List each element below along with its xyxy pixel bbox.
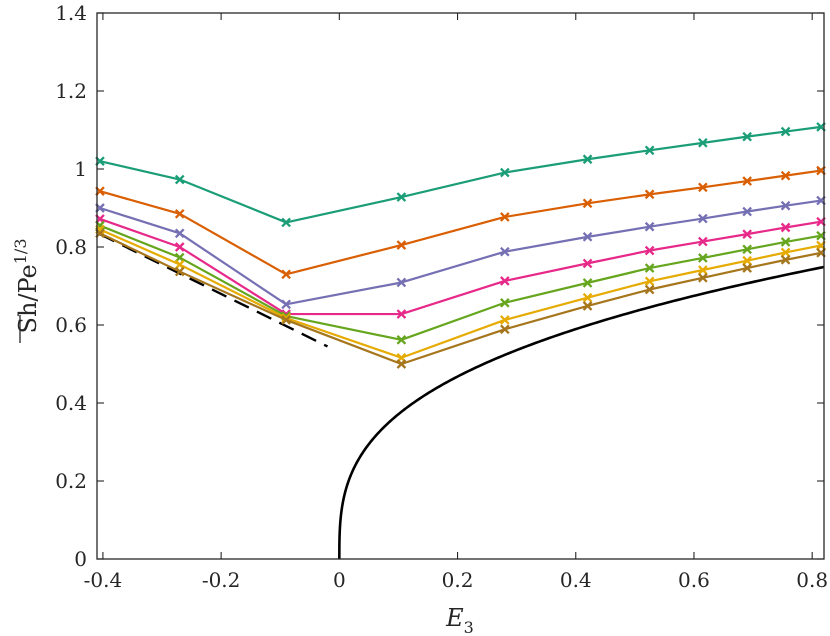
series-5-marker: [582, 278, 593, 288]
series-7-marker: [281, 315, 291, 325]
series-1-marker: [644, 145, 655, 156]
tick-labels: -0.4 -0.2 0 0.2 0.4 0.6 0.8 0 0.2 0.4 0.6 0.8 1 1.2 1.…: [55, 1, 828, 592]
series-1-marker: [500, 167, 510, 178]
series-3-marker: [698, 213, 708, 224]
series-2-marker: [174, 209, 185, 219]
axes: [96, 12, 825, 560]
asymptote-negative-line: [99, 233, 329, 348]
series-2-marker: [742, 176, 752, 186]
series-1-line: [99, 125, 822, 224]
series-3-marker: [281, 299, 291, 310]
x-axis-label: E3: [445, 604, 474, 636]
series-6-marker: [644, 276, 655, 287]
series-4-marker: [396, 309, 407, 319]
series-1-marker: [780, 126, 791, 137]
series-6-marker: [500, 315, 510, 325]
y-tick-label: 1: [74, 157, 87, 181]
x-tick-label: 0.8: [796, 568, 828, 592]
series-3-marker: [742, 206, 752, 217]
tick-layer: [97, 12, 824, 560]
series-3-marker: [582, 232, 593, 242]
series-1: [95, 122, 826, 228]
axes-box: [96, 12, 825, 560]
series-6-marker: [780, 247, 791, 258]
series-5-marker: [698, 253, 708, 263]
y-tick-label: 0.2: [55, 469, 87, 493]
y-tick-label: 0.4: [55, 391, 87, 415]
series-3-line: [99, 199, 822, 306]
plot-area: [95, 122, 826, 559]
series-7-marker: [742, 263, 752, 273]
series-3-marker: [500, 246, 510, 257]
series-7-marker: [698, 272, 708, 283]
y-axis-label-superscript: 1/3: [11, 238, 30, 264]
x-tick-label: -0.4: [84, 568, 123, 592]
series-7-marker: [396, 359, 407, 369]
series-1-marker: [582, 154, 593, 165]
series-5-marker: [174, 252, 185, 263]
series-1-marker: [174, 174, 185, 185]
series-2-marker: [396, 240, 407, 250]
x-tick-label: 0.4: [560, 568, 592, 592]
series-5-marker: [396, 335, 407, 345]
x-tick-label: -0.2: [202, 568, 241, 592]
y-axis-label: Sh/Pe1/3: [11, 238, 42, 333]
y-tick-label: 0.8: [55, 235, 87, 259]
series-5-line: [99, 224, 822, 341]
series-3-marker: [396, 277, 407, 288]
series-2-marker: [698, 182, 708, 193]
y-tick-label: 1.4: [55, 1, 87, 25]
series-6-marker: [698, 265, 708, 275]
y-tick-label: 0: [74, 547, 87, 571]
series-7-marker: [582, 301, 593, 311]
series-1-marker: [396, 192, 407, 202]
series-7-marker: [174, 266, 185, 277]
series-6-line: [99, 228, 822, 359]
series-3-marker: [644, 221, 655, 232]
x-tick-label: 0: [333, 568, 346, 592]
series-4-marker: [698, 236, 708, 247]
series-6-marker: [742, 255, 752, 266]
series-2-marker: [644, 189, 655, 200]
series-3-marker: [174, 228, 185, 239]
series-6-marker: [582, 292, 593, 303]
x-tick-label: 0.6: [678, 568, 710, 592]
series-2: [95, 165, 826, 280]
series-3-marker: [780, 200, 791, 211]
series-5-marker: [780, 237, 791, 247]
series-2-marker: [582, 198, 593, 209]
series-4-marker: [582, 258, 593, 269]
series-2-marker: [281, 269, 291, 280]
x-tick-label: 0.2: [442, 568, 474, 592]
series-3: [95, 195, 826, 310]
series-5-marker: [742, 244, 752, 255]
series-4-marker: [742, 229, 752, 239]
series-5-marker: [500, 297, 510, 308]
series-4-marker: [500, 276, 510, 286]
series-4-marker: [780, 222, 791, 233]
series-2-marker: [780, 170, 791, 181]
series-4-marker: [644, 245, 655, 256]
series-1-marker: [742, 131, 752, 142]
series-1-marker: [281, 217, 291, 228]
series-7-marker: [500, 324, 510, 335]
series-6-marker: [174, 259, 185, 270]
series-5-marker: [644, 263, 655, 273]
asymptote-positive-curve: [338, 265, 825, 559]
x-axis-label-subscript: 3: [464, 618, 474, 636]
y-tick-label: 1.2: [55, 79, 87, 103]
y-tick-label: 0.6: [55, 313, 87, 337]
series-4-line: [99, 217, 822, 316]
series-4: [95, 214, 826, 319]
series-7-marker: [644, 284, 655, 295]
series-2-line: [99, 169, 822, 276]
series-4-marker: [174, 242, 185, 252]
series-7-marker: [780, 255, 791, 265]
series-2-marker: [500, 212, 510, 222]
series-1-marker: [698, 138, 708, 148]
series-6: [95, 224, 826, 363]
